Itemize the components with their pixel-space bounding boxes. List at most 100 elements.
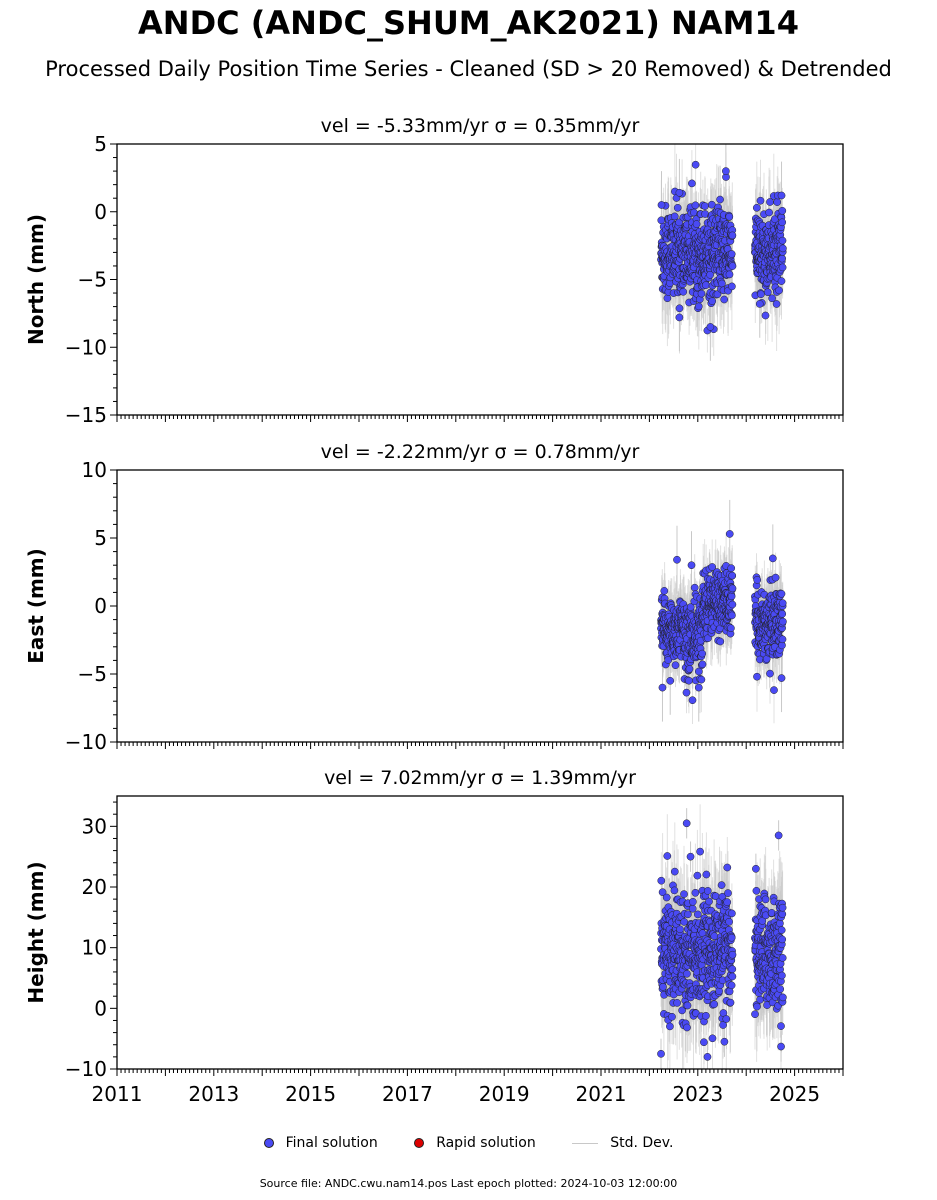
data-point	[659, 983, 667, 991]
data-point	[676, 925, 684, 934]
data-point	[778, 635, 787, 644]
data-point	[720, 1037, 729, 1046]
data-point	[779, 993, 787, 1002]
data-point	[713, 290, 722, 299]
data-point	[722, 1015, 731, 1023]
data-point	[778, 903, 787, 912]
data-point	[778, 254, 786, 263]
data-point	[756, 995, 764, 1004]
data-point	[778, 263, 787, 272]
data-point	[698, 660, 707, 669]
data-point	[727, 250, 736, 258]
data-point	[755, 300, 764, 308]
data-point	[663, 852, 672, 860]
data-point	[723, 863, 732, 872]
data-point	[680, 890, 688, 898]
data-point	[701, 202, 709, 210]
plot-frame	[116, 795, 844, 1070]
data-point	[724, 889, 732, 897]
y-axis-label: Height (mm)	[24, 861, 48, 1003]
data-point	[726, 998, 735, 1007]
y-axis-label: East (mm)	[24, 548, 48, 664]
data-point	[753, 1002, 761, 1011]
data-point	[708, 1034, 717, 1043]
data-point	[705, 897, 713, 906]
data-point	[728, 950, 737, 959]
y-tick-label: −15	[65, 403, 107, 427]
data-point	[718, 279, 726, 288]
data-point	[675, 304, 684, 313]
plot-frame	[116, 143, 844, 416]
data-point	[772, 300, 781, 308]
data-point	[710, 932, 719, 941]
data-point	[694, 302, 703, 311]
data-point	[690, 583, 699, 592]
data-point	[778, 935, 787, 944]
data-point	[696, 847, 704, 856]
data-point	[675, 188, 684, 197]
data-point	[719, 1021, 727, 1029]
data-point	[727, 564, 736, 573]
data-point	[778, 236, 787, 245]
data-point	[716, 637, 725, 646]
y-tick-label: 5	[94, 132, 107, 156]
data-point	[685, 676, 693, 685]
final-solution-points	[657, 160, 787, 335]
y-tick-label: −5	[78, 662, 107, 686]
data-point	[727, 981, 736, 990]
data-point	[728, 231, 737, 240]
data-point	[697, 289, 706, 298]
y-tick-label: 0	[94, 200, 107, 224]
data-point	[657, 201, 666, 209]
data-point	[765, 208, 773, 217]
data-point	[670, 212, 679, 221]
data-point	[682, 819, 691, 828]
data-point	[728, 611, 736, 620]
data-point	[693, 910, 702, 919]
y-tick-label: −5	[78, 268, 107, 292]
data-point	[686, 852, 695, 861]
data-point	[728, 972, 737, 981]
data-point	[727, 933, 736, 942]
data-point	[778, 218, 787, 227]
final-solution-points	[657, 530, 787, 705]
data-point	[710, 1000, 719, 1009]
data-point	[717, 881, 726, 889]
data-point	[691, 160, 700, 169]
data-point	[770, 686, 778, 694]
data-layer	[657, 804, 787, 1069]
data-point	[690, 208, 698, 217]
data-point	[728, 262, 737, 270]
data-point	[716, 195, 724, 204]
y-tick-label: 0	[94, 594, 107, 618]
data-point	[658, 888, 667, 897]
data-point	[771, 573, 780, 582]
data-point	[777, 1042, 785, 1051]
data-point	[687, 561, 696, 570]
data-point	[673, 999, 681, 1007]
data-point	[685, 665, 694, 673]
data-point	[723, 898, 732, 907]
data-point	[668, 1012, 676, 1021]
data-point	[758, 917, 767, 925]
data-point	[670, 886, 679, 895]
data-point	[670, 867, 679, 876]
data-point	[756, 196, 765, 205]
data-point	[727, 624, 735, 633]
data-point	[753, 672, 761, 681]
data-point	[679, 287, 688, 296]
data-point	[689, 897, 697, 906]
data-point	[700, 1038, 708, 1047]
data-point	[688, 696, 697, 705]
data-point	[658, 683, 667, 692]
y-tick-label: 10	[82, 458, 107, 482]
data-point	[702, 1011, 710, 1020]
data-point	[703, 887, 712, 895]
data-point	[777, 277, 786, 285]
data-point	[662, 893, 671, 902]
data-point	[728, 600, 737, 609]
data-point	[728, 965, 737, 974]
data-point	[671, 661, 680, 670]
data-point	[778, 610, 787, 618]
panel-east: vel = -2.22mm/yr σ = 0.78mm/yr East (mm) 1…	[24, 441, 844, 754]
